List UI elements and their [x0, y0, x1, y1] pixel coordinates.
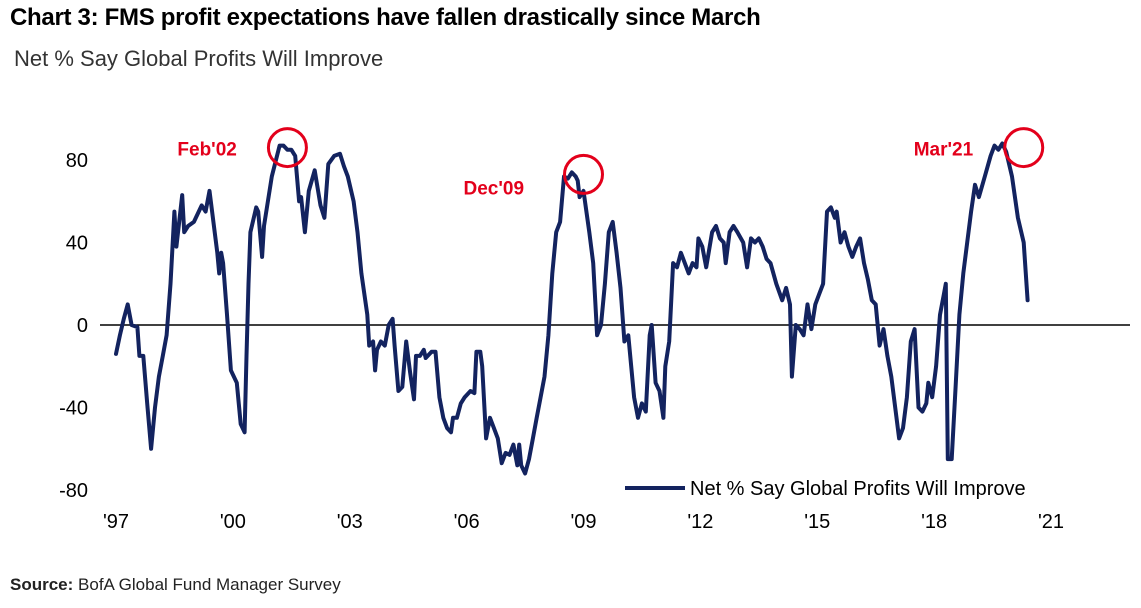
y-tick-label: 0: [77, 315, 88, 337]
source-label: Source:: [10, 575, 74, 594]
annotation-label: Mar'21: [914, 140, 974, 161]
y-tick-label: 40: [66, 233, 88, 255]
x-tick-label: '06: [454, 511, 480, 533]
y-tick-label: -80: [59, 480, 88, 502]
x-tick-label: '00: [220, 511, 246, 533]
source-text: BofA Global Fund Manager Survey: [78, 575, 341, 594]
y-tick-label: 80: [66, 150, 88, 172]
page-title: Chart 3: FMS profit expectations have fa…: [10, 4, 761, 31]
page-subtitle: Net % Say Global Profits Will Improve: [14, 46, 384, 71]
x-tick-label: '03: [337, 511, 363, 533]
series-line: [114, 141, 1030, 476]
annotations: Feb'02 Dec'09 Mar'21: [177, 127, 1045, 199]
x-tick-label: '09: [570, 511, 596, 533]
annotation-circle: [266, 127, 308, 169]
legend-label: Net % Say Global Profits Will Improve: [690, 478, 1026, 500]
x-tick-label: '97: [103, 511, 129, 533]
annotation-label: Dec'09: [464, 178, 525, 199]
source-note: Source: BofA Global Fund Manager Survey: [10, 575, 341, 595]
x-tick-label: '15: [804, 511, 830, 533]
x-tick-label: '12: [687, 511, 713, 533]
annotation-circle: [1003, 127, 1045, 169]
x-tick-label: '21: [1038, 511, 1064, 533]
y-axis-tick-labels: 80 40 0 -40 -80: [59, 150, 88, 502]
x-tick-label: '18: [921, 511, 947, 533]
annotation-label: Feb'02: [177, 140, 236, 161]
legend: Net % Say Global Profits Will Improve: [625, 478, 1026, 500]
annotation-circle: [563, 153, 604, 195]
x-axis-tick-labels: '97 '00 '03 '06 '09 '12 '15 '18 '21: [103, 511, 1064, 533]
y-tick-label: -40: [59, 398, 88, 420]
